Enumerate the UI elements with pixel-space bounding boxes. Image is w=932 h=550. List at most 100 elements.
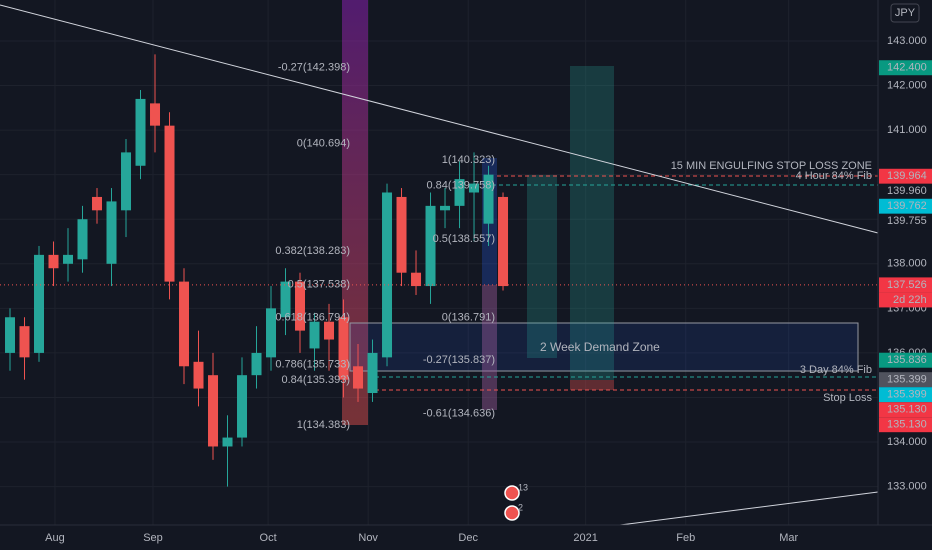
y-tick-label: 134.000 — [887, 436, 927, 448]
candle-body — [92, 196, 103, 211]
price-tag — [879, 417, 932, 433]
x-tick-label: Mar — [779, 532, 798, 544]
fib-label: 0.618(136.794) — [275, 311, 350, 323]
candle-body — [106, 201, 117, 264]
annotations: -0.27(142.398) 0(140.694) 0.382(138.283) 0.… — [275, 62, 872, 431]
event-icon[interactable] — [504, 505, 520, 521]
candle-body — [135, 98, 146, 166]
candle-body — [295, 281, 306, 331]
candle-body — [411, 272, 422, 287]
price-tag — [879, 168, 932, 184]
candle-body — [498, 196, 509, 287]
zone-label: 4 Hour 84% Fib — [796, 170, 872, 182]
event-icon[interactable] — [504, 485, 520, 501]
candle-body — [193, 361, 204, 389]
price-tag — [879, 402, 932, 418]
fib-label: -0.27(142.398) — [278, 62, 350, 74]
candle-body — [324, 321, 335, 340]
event-count: 2 — [518, 502, 523, 512]
candle-body — [367, 352, 378, 394]
trend-line — [619, 491, 879, 526]
candle-body — [164, 125, 175, 282]
price-tag-label: 135.399 — [887, 389, 927, 401]
x-tick-label: 2021 — [573, 532, 597, 544]
price-tag-label: 135.836 — [887, 354, 927, 366]
fib-label: 0.5(138.557) — [433, 233, 495, 245]
zone-label: Stop Loss — [823, 392, 872, 404]
candle-body — [469, 183, 480, 193]
position-box — [527, 175, 557, 358]
price-tag-label: 135.399 — [887, 374, 927, 386]
price-tag — [879, 372, 932, 388]
candle-body — [222, 437, 233, 447]
candle-body — [280, 281, 291, 318]
fib-box-lower — [482, 285, 497, 410]
price-tag-label: 137.526 — [887, 279, 927, 291]
candle-body — [63, 254, 74, 264]
candle-body — [150, 103, 161, 126]
fib-label: 0.382(138.283) — [275, 245, 350, 257]
price-tag-label: 135.130 — [887, 419, 927, 431]
zone-label: 15 MIN ENGULFING STOP LOSS ZONE — [671, 160, 872, 172]
candle-body — [48, 254, 59, 269]
x-tick-label: Dec — [458, 532, 478, 544]
y-tick-label: 142.000 — [887, 79, 927, 91]
price-tag-label: 139.964 — [887, 170, 927, 182]
countdown: 2d 22h — [893, 294, 927, 306]
candle-body — [251, 352, 262, 376]
y-tick-label: 133.000 — [887, 480, 927, 492]
fib-label: -0.61(134.636) — [423, 408, 495, 420]
price-tag — [879, 387, 932, 403]
countdown-tag — [879, 292, 932, 308]
stop-box — [570, 380, 614, 390]
currency-button[interactable] — [890, 3, 920, 23]
fib-label: 0.84(139.758) — [427, 179, 496, 191]
candles — [5, 54, 509, 487]
fib-label: 1(140.323) — [442, 154, 495, 166]
x-tick-label: Nov — [358, 532, 378, 544]
price-tag-label: 139.762 — [887, 200, 927, 212]
x-tick-label: Sep — [143, 532, 163, 544]
candle-body — [425, 205, 436, 287]
grid — [0, 0, 878, 525]
price-tag — [879, 198, 932, 214]
zone-label: 2 Week Demand Zone — [540, 340, 660, 354]
candle-body — [208, 375, 219, 447]
fib-label: -0.27(135.837) — [423, 354, 495, 366]
candle-body — [353, 366, 364, 389]
y-tick-label: 143.000 — [887, 35, 927, 47]
price-tag — [879, 60, 932, 76]
y-tick-label: 141.000 — [887, 124, 927, 136]
candle-body — [77, 219, 88, 260]
candle-body — [237, 375, 248, 438]
price-tag — [879, 277, 932, 293]
fib-label: 0.786(135.733) — [275, 359, 350, 371]
fib-label: 0(136.791) — [442, 312, 495, 324]
price-tag-label: 142.400 — [887, 62, 927, 74]
price-tag-label: 135.130 — [887, 404, 927, 416]
price-tag-label: 139.960 — [887, 185, 927, 197]
fib-label: 0.5(137.538) — [288, 278, 350, 290]
candle-body — [179, 281, 190, 367]
candle-body — [121, 152, 132, 211]
x-tick-label: Feb — [676, 532, 695, 544]
fib-label: 1(134.383) — [297, 419, 350, 431]
candle-body — [338, 317, 349, 380]
candle-body — [19, 326, 30, 358]
y-tick-label: 138.000 — [887, 258, 927, 270]
event-count: 13 — [518, 482, 528, 492]
demand-zone — [349, 322, 859, 372]
candle-body — [266, 308, 277, 358]
fib-label: 0.84(135.393) — [282, 374, 351, 386]
price-tag-label: 139.755 — [887, 215, 927, 227]
fib-label: 0(140.694) — [297, 138, 350, 150]
trend-line — [0, 4, 879, 234]
candle-body — [5, 317, 16, 353]
x-tick-label: Oct — [260, 532, 277, 544]
price-tag — [879, 183, 932, 199]
candle-body — [396, 196, 407, 273]
price-tag — [879, 213, 932, 229]
candle-body — [440, 205, 451, 211]
